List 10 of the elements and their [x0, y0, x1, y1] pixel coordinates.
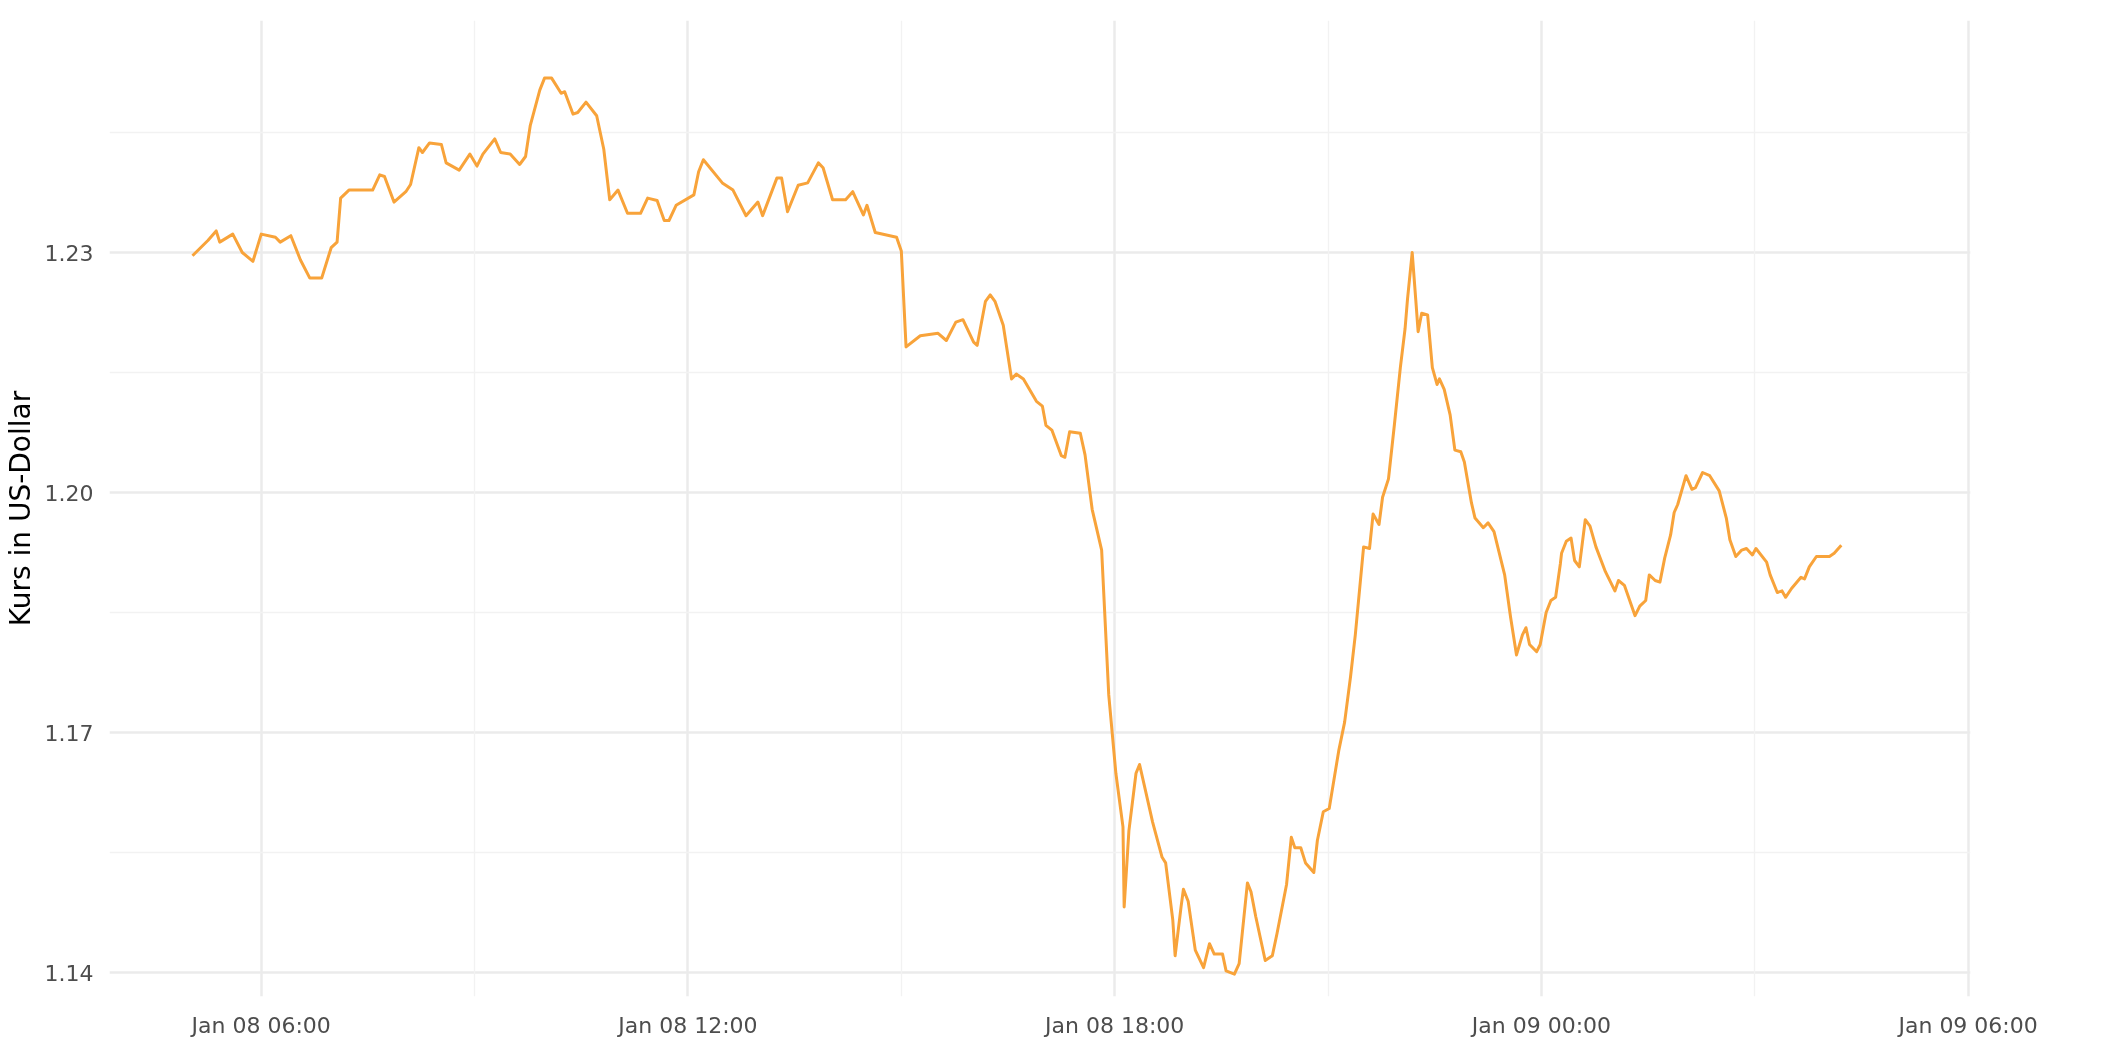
x-tick-label: Jan 08 18:00	[1043, 1012, 1185, 1038]
x-tick-label: Jan 09 00:00	[1469, 1012, 1612, 1038]
y-tick-label: 1.14	[44, 960, 94, 986]
y-tick-label: 1.23	[44, 240, 94, 266]
x-tick-label: Jan 09 06:00	[1896, 1012, 2038, 1038]
x-tick-label: Jan 08 12:00	[616, 1012, 758, 1038]
y-tick-label: 1.17	[44, 720, 94, 746]
x-tick-label: Jan 08 06:00	[189, 1012, 331, 1038]
y-tick-label: 1.20	[44, 480, 94, 506]
y-axis-title: Kurs in US-Dollar	[3, 390, 37, 627]
